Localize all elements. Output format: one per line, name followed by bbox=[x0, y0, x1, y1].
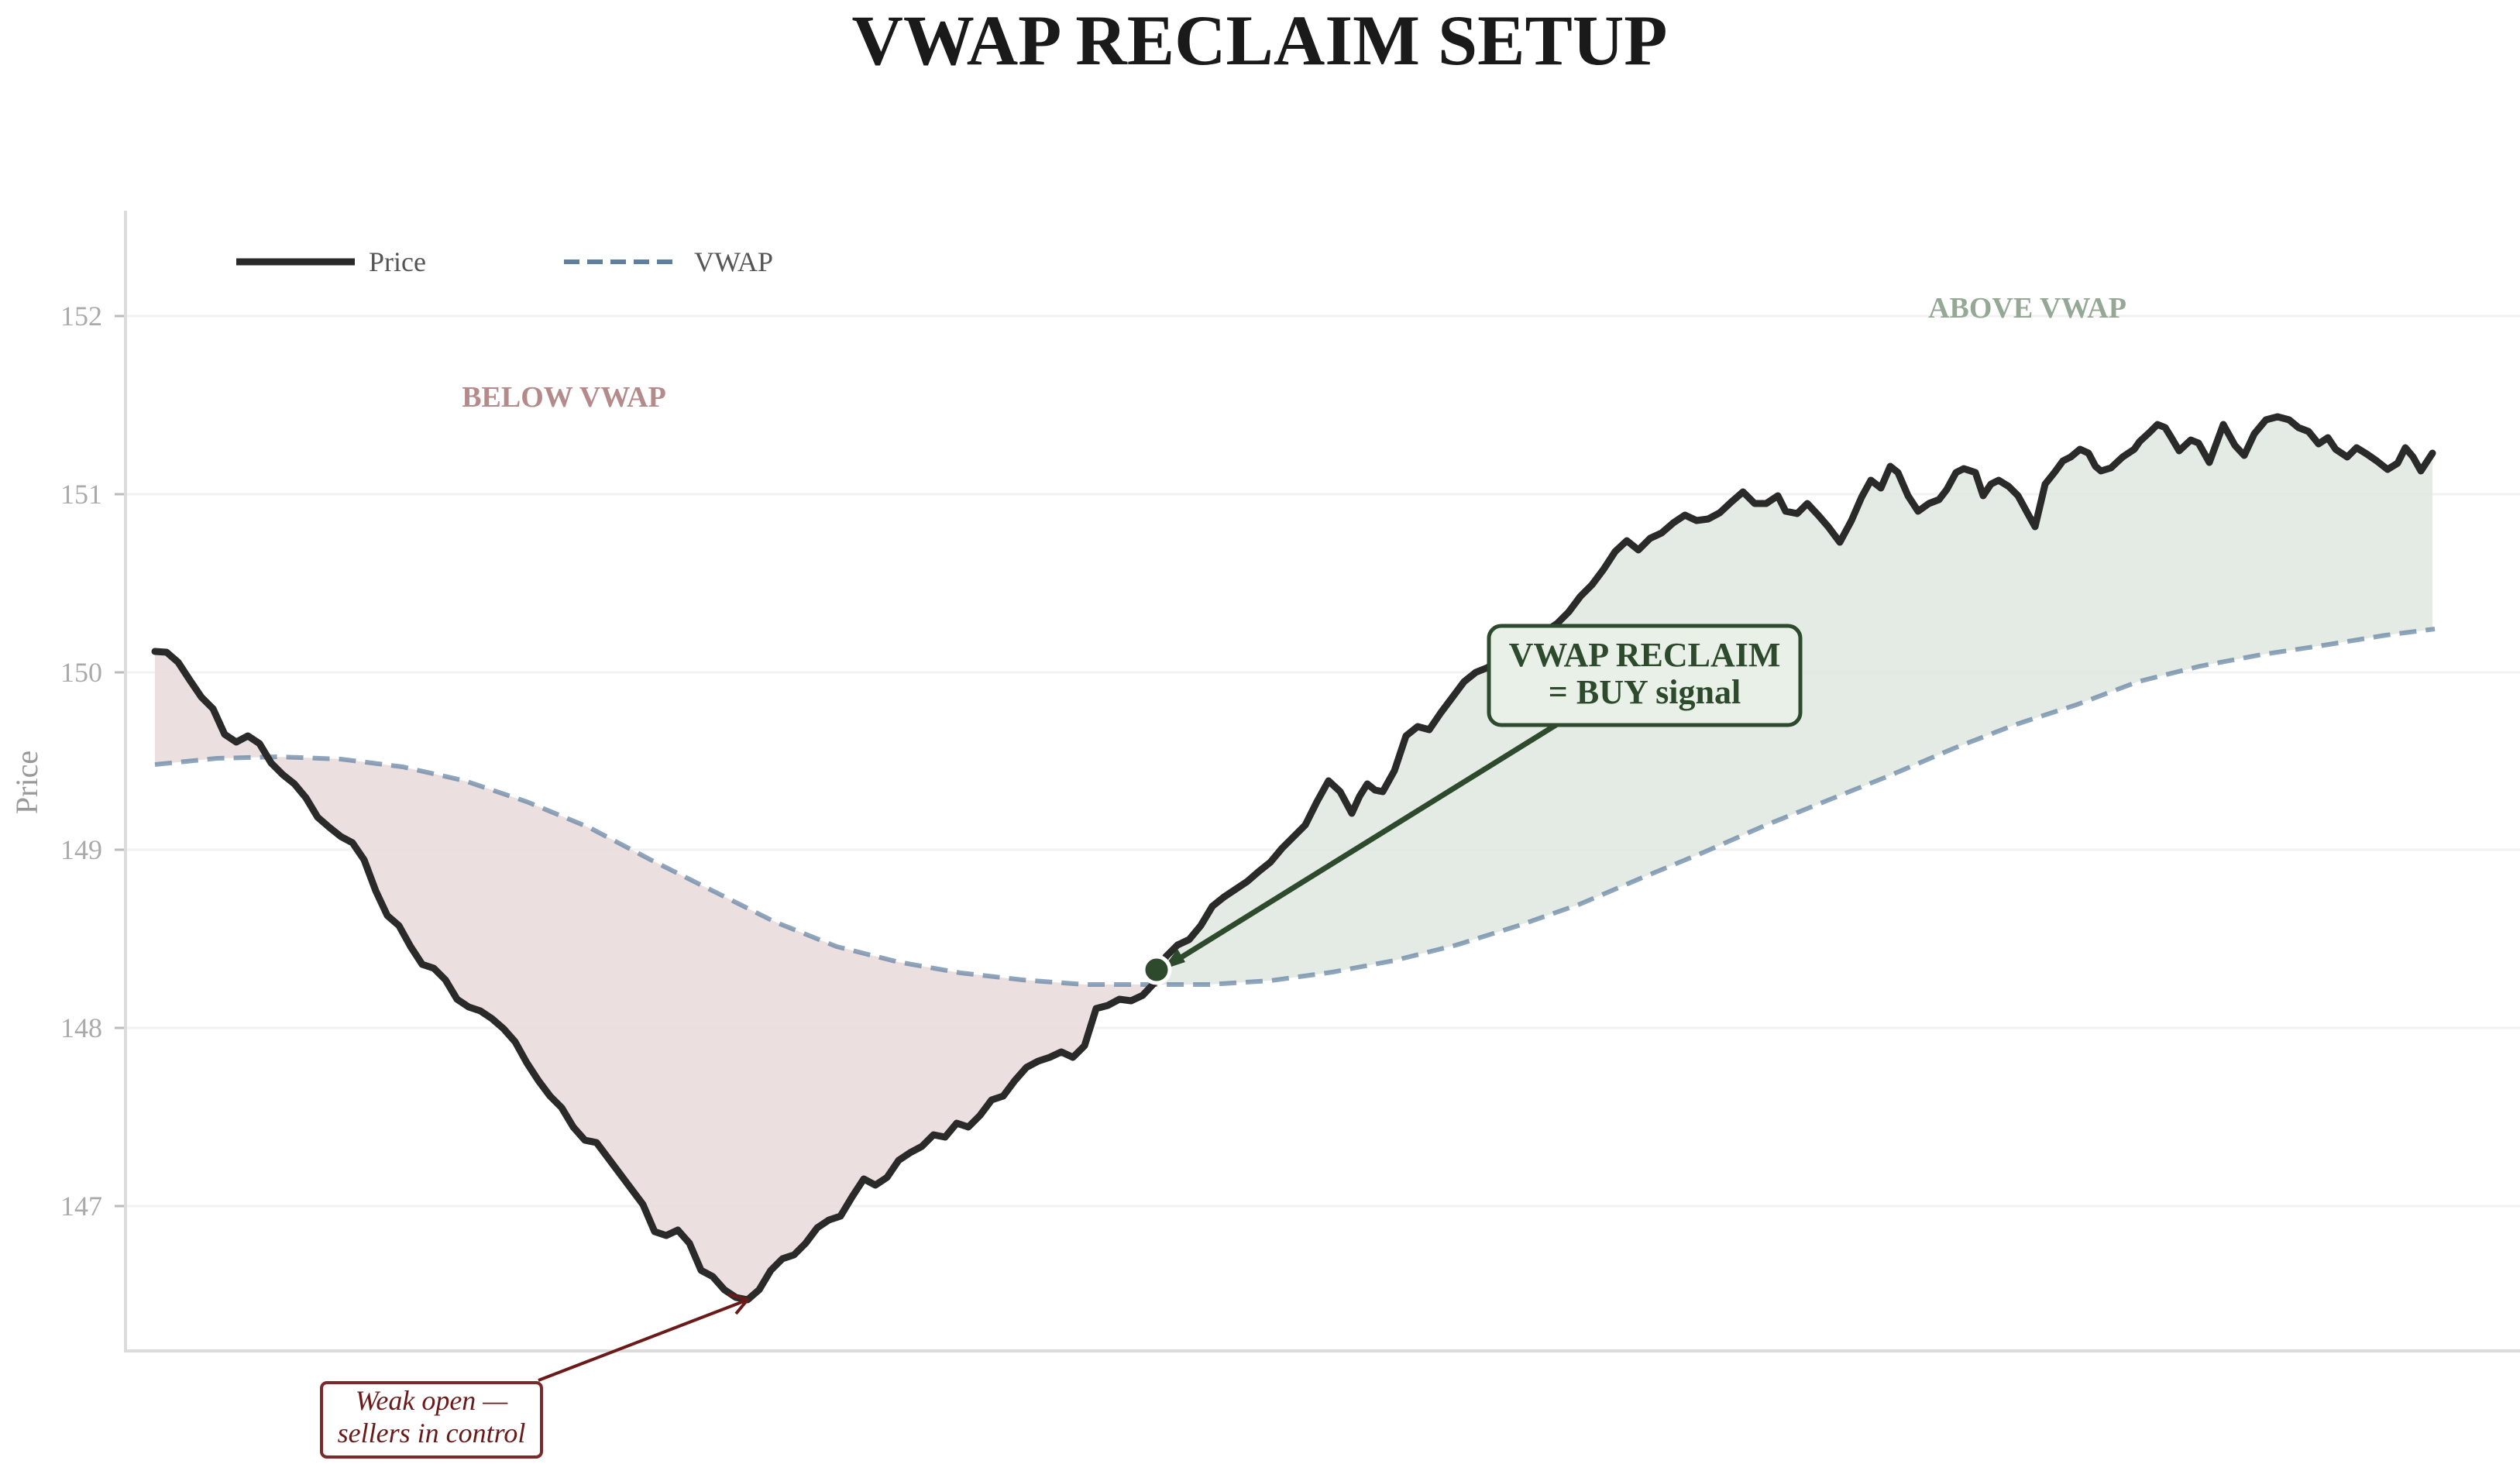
below-vwap-label: BELOW VWAP bbox=[462, 381, 666, 414]
y-ticks: 152 151 150 149 148 147 bbox=[60, 301, 124, 1222]
y-axis-label: Price bbox=[9, 751, 44, 814]
above-vwap-label: ABOVE VWAP bbox=[1928, 292, 2126, 325]
weak-open-line2: sellers in control bbox=[338, 1418, 526, 1449]
price-line bbox=[151, 413, 2436, 1304]
tick-label-151: 151 bbox=[60, 479, 102, 510]
weak-open-annotation: Weak open — sellers in control bbox=[320, 1293, 751, 1459]
tick-label-147: 147 bbox=[60, 1191, 102, 1222]
below-vwap-fill bbox=[155, 651, 1155, 1300]
tick-label-148: 148 bbox=[60, 1012, 102, 1043]
tick-label-150: 150 bbox=[60, 657, 102, 688]
weak-arrow-head-icon bbox=[727, 1293, 751, 1315]
reclaim-point-marker bbox=[1141, 954, 1172, 985]
vwap-line bbox=[154, 627, 2436, 987]
weak-open-box bbox=[320, 1381, 543, 1459]
legend: Price VWAP bbox=[236, 246, 773, 277]
chart-title: VWAP RECLAIM SETUP bbox=[851, 1, 1667, 80]
buy-signal-line2: = BUY signal bbox=[1549, 673, 1741, 711]
tick-label-149: 149 bbox=[60, 834, 102, 865]
legend-price-label: Price bbox=[369, 246, 426, 277]
buy-signal-annotation: VWAP RECLAIM = BUY signal bbox=[1141, 624, 1803, 985]
legend-vwap-label: VWAP bbox=[694, 246, 773, 277]
buy-signal-line1: VWAP RECLAIM bbox=[1509, 636, 1781, 674]
weak-arrow-line bbox=[538, 1300, 744, 1382]
buy-signal-box bbox=[1487, 624, 1803, 727]
buy-arrow-line bbox=[1168, 722, 1559, 967]
tick-label-152: 152 bbox=[60, 301, 102, 332]
weak-open-line1: Weak open — bbox=[356, 1385, 509, 1416]
